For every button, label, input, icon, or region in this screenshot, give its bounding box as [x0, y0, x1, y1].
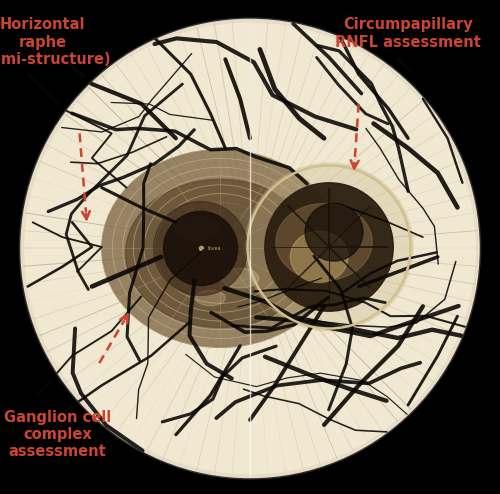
Text: Horizontal
raphe
(Hemi-structure): Horizontal raphe (Hemi-structure) [0, 17, 112, 67]
Ellipse shape [276, 204, 372, 281]
Circle shape [305, 204, 363, 261]
Ellipse shape [102, 150, 339, 347]
Circle shape [18, 16, 482, 481]
Ellipse shape [222, 268, 258, 288]
Circle shape [154, 202, 248, 295]
Circle shape [265, 183, 394, 311]
Text: fovea: fovea [208, 246, 222, 251]
Text: Ganglion cell
complex
assessment: Ganglion cell complex assessment [4, 410, 111, 459]
Circle shape [245, 163, 413, 331]
Ellipse shape [290, 231, 348, 283]
Ellipse shape [126, 179, 315, 328]
Ellipse shape [174, 217, 218, 241]
Circle shape [25, 23, 475, 474]
Circle shape [164, 211, 238, 286]
Text: Circumpapillary
RNFL assessment: Circumpapillary RNFL assessment [335, 17, 481, 50]
Ellipse shape [196, 290, 226, 306]
